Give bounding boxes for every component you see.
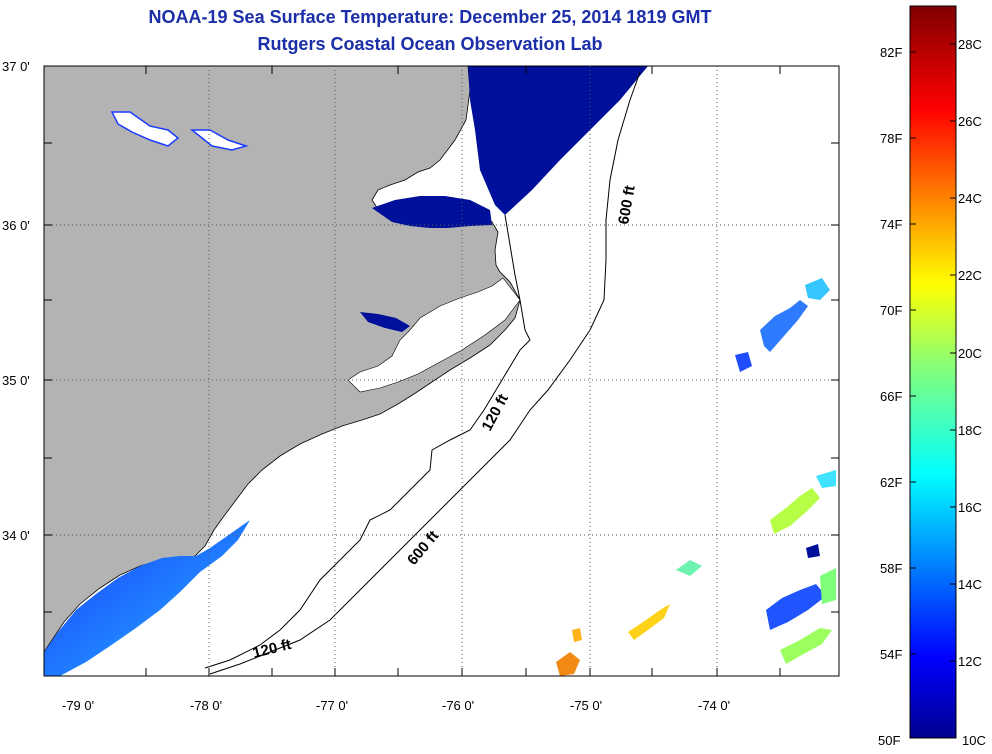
lake-small: [110, 111, 180, 147]
colorbar-label-54f: 54F: [880, 647, 902, 662]
colorbar-label-26c: 26C: [958, 114, 982, 129]
colorbar-label-58f: 58F: [880, 561, 902, 576]
cold-water-inlet: [360, 312, 410, 332]
colorbar-label-10c: 10C: [962, 733, 986, 748]
colorbar-label-12c: 12C: [958, 654, 982, 669]
colorbar-label-14c: 14C: [958, 577, 982, 592]
colorbar-label-82f: 82F: [880, 45, 902, 60]
lon-label-74: -74 0': [698, 698, 730, 713]
lat-label-35: 35 0': [2, 373, 30, 388]
colorbar-label-20c: 20C: [958, 346, 982, 361]
lon-label-75: -75 0': [570, 698, 602, 713]
contour-label-600ft-north: 600 ft: [615, 184, 639, 226]
lon-label-77: -77 0': [316, 698, 348, 713]
colorbar-label-22c: 22C: [958, 268, 982, 283]
lon-label-76: -76 0': [442, 698, 474, 713]
colorbar-label-24c: 24C: [958, 191, 982, 206]
colorbar-label-66f: 66F: [880, 389, 902, 404]
sst-patches-offshore: [556, 278, 836, 676]
colorbar-label-28c: 28C: [958, 37, 982, 52]
lat-label-34: 34 0': [2, 528, 30, 543]
colorbar-label-62f: 62F: [880, 475, 902, 490]
colorbar: [909, 5, 957, 739]
contour-600ft: [209, 71, 641, 675]
lon-label-79: -79 0': [62, 698, 94, 713]
colorbar-label-78f: 78F: [880, 131, 902, 146]
colorbar-label-50f: 50F: [878, 733, 900, 748]
colorbar-label-18c: 18C: [958, 423, 982, 438]
sound-water: [347, 277, 521, 393]
colorbar-label-70f: 70F: [880, 303, 902, 318]
lat-label-37: 37 0': [2, 59, 30, 74]
cold-water-north: [468, 66, 648, 215]
gridlines: [44, 66, 839, 676]
cold-water-sound: [372, 196, 492, 228]
lake-small-2: [189, 129, 249, 151]
plot-frame: [43, 65, 840, 677]
map-subtitle: Rutgers Coastal Ocean Observation Lab: [257, 34, 603, 54]
lat-label-36: 36 0': [2, 218, 30, 233]
colorbar-ticks: [910, 43, 956, 662]
colorbar-label-16c: 16C: [958, 500, 982, 515]
colorbar-label-74f: 74F: [880, 217, 902, 232]
lon-label-78: -78 0': [190, 698, 222, 713]
axis-ticks: [44, 65, 839, 676]
coastal-water-south: [44, 520, 250, 676]
map-title: NOAA-19 Sea Surface Temperature: Decembe…: [148, 7, 712, 27]
contour-120ft: [204, 214, 531, 669]
